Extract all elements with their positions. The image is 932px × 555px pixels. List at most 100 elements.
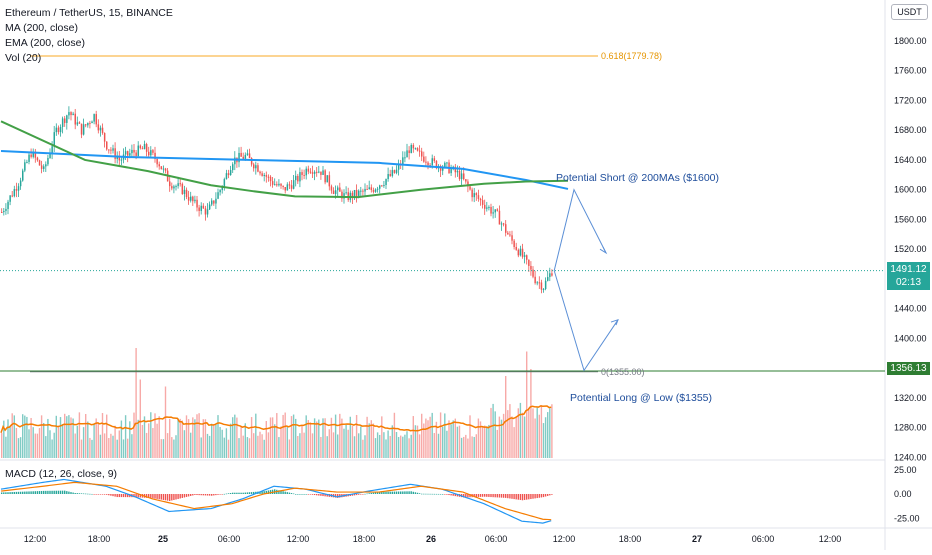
volume-bar bbox=[431, 412, 433, 458]
projection-long-path[interactable] bbox=[553, 270, 619, 372]
annotation-long[interactable]: Potential Long @ Low ($1355) bbox=[570, 392, 712, 404]
macd-histogram-bar bbox=[488, 494, 490, 497]
currency-selector[interactable]: USDT bbox=[891, 4, 928, 20]
macd-histogram-bar bbox=[103, 494, 106, 495]
macd-histogram-bar bbox=[242, 492, 244, 494]
macd-histogram-bar bbox=[166, 494, 169, 501]
volume-bar bbox=[263, 439, 265, 458]
volume-bar bbox=[400, 435, 402, 458]
volume-bar bbox=[355, 414, 358, 458]
volume-bar bbox=[57, 426, 60, 458]
candle-body bbox=[410, 145, 412, 154]
legend-vol[interactable]: Vol (20) bbox=[5, 52, 42, 64]
volume-bar bbox=[145, 432, 148, 458]
time-axis-label: 18:00 bbox=[88, 534, 111, 544]
candle-body bbox=[19, 180, 22, 187]
macd-histogram-bar bbox=[534, 494, 536, 499]
candle-body bbox=[223, 179, 226, 187]
macd-histogram-bar bbox=[437, 493, 440, 495]
fib-0618-label: 0.618(1779.78) bbox=[601, 51, 662, 61]
volume-bar bbox=[101, 413, 104, 458]
volume-bar bbox=[103, 433, 106, 458]
volume-bar bbox=[511, 416, 513, 458]
legend-macd[interactable]: MACD (12, 26, close, 9) bbox=[5, 468, 118, 480]
macd-histogram-bar bbox=[324, 494, 326, 497]
volume-bar bbox=[17, 438, 20, 458]
candle-body bbox=[421, 151, 423, 157]
volume-bar bbox=[295, 418, 297, 458]
macd-histogram-bar bbox=[549, 494, 551, 496]
macd-histogram-bar bbox=[509, 494, 511, 499]
macd-histogram-bar bbox=[528, 494, 530, 500]
volume-bar bbox=[133, 412, 135, 458]
macd-histogram-bar bbox=[494, 494, 496, 498]
macd-histogram-bar bbox=[68, 491, 70, 494]
volume-bar bbox=[408, 438, 410, 458]
candle-body bbox=[173, 186, 175, 189]
macd-histogram-bar bbox=[190, 494, 192, 496]
macd-histogram-bar bbox=[236, 492, 238, 494]
macd-histogram-bar bbox=[244, 492, 246, 494]
projection-short-path[interactable] bbox=[553, 188, 607, 271]
volume-bar bbox=[492, 403, 494, 458]
volume-bar bbox=[345, 424, 347, 458]
macd-histogram-bar bbox=[389, 491, 391, 494]
candle-body bbox=[97, 124, 100, 131]
volume-bar bbox=[486, 426, 488, 458]
volume-bar bbox=[290, 416, 293, 458]
volume-bar bbox=[152, 428, 154, 458]
volume-bar bbox=[328, 429, 330, 458]
volume-bar bbox=[166, 433, 169, 458]
volume-bar bbox=[190, 432, 192, 458]
macd-histogram-bar bbox=[70, 492, 72, 494]
macd-histogram-bar bbox=[13, 491, 15, 494]
legend-ma[interactable]: MA (200, close) bbox=[5, 22, 78, 34]
symbol-title[interactable]: Ethereum / TetherUS, 15, BINANCE bbox=[5, 7, 173, 19]
volume-bar bbox=[297, 435, 299, 458]
volume-bar bbox=[9, 426, 11, 458]
legend-ema[interactable]: EMA (200, close) bbox=[5, 37, 85, 49]
ma-200-line[interactable] bbox=[0, 150, 569, 190]
macd-histogram-bar bbox=[200, 494, 202, 496]
annotation-short[interactable]: Potential Short @ 200MAs ($1600) bbox=[556, 172, 719, 184]
macd-line[interactable] bbox=[0, 478, 552, 524]
macd-histogram-bar bbox=[463, 494, 465, 498]
volume-bar bbox=[53, 432, 55, 458]
ema-200-line[interactable] bbox=[0, 120, 569, 199]
volume-bar bbox=[376, 432, 379, 458]
candle-body bbox=[381, 185, 383, 187]
macd-histogram-bar bbox=[297, 494, 299, 495]
macd-histogram-bar bbox=[26, 491, 28, 494]
macd-histogram-bar bbox=[400, 491, 402, 494]
candle-body bbox=[484, 204, 486, 209]
candle-body bbox=[196, 199, 198, 208]
volume-bar bbox=[47, 418, 49, 458]
time-axis-label: 18:00 bbox=[353, 534, 376, 544]
candle-body bbox=[337, 187, 339, 191]
candle-body bbox=[355, 189, 358, 196]
volume-bar bbox=[372, 423, 375, 458]
macd-histogram-bar bbox=[78, 493, 81, 494]
candle-body bbox=[303, 174, 305, 176]
volume-bar bbox=[446, 430, 448, 458]
macd-histogram-bar bbox=[15, 491, 18, 494]
candle-body bbox=[513, 240, 515, 247]
macd-histogram-bar bbox=[1, 492, 3, 494]
macd-histogram-bar bbox=[303, 494, 305, 495]
candle-body bbox=[418, 150, 421, 152]
candle-body bbox=[116, 157, 118, 159]
volume-bar bbox=[187, 419, 190, 458]
macd-histogram-bar bbox=[106, 494, 108, 495]
volume-bar bbox=[463, 436, 465, 458]
macd-histogram-bar bbox=[286, 492, 288, 494]
candle-body bbox=[523, 255, 526, 257]
candle-body bbox=[269, 176, 272, 182]
volume-bar bbox=[150, 412, 152, 458]
macd-histogram-bar bbox=[49, 490, 51, 494]
macd-signal-line[interactable] bbox=[0, 481, 552, 521]
candle-body bbox=[263, 174, 265, 176]
volume-bar bbox=[131, 434, 133, 458]
macd-histogram-bar bbox=[217, 494, 219, 495]
volume-bar bbox=[471, 436, 473, 458]
